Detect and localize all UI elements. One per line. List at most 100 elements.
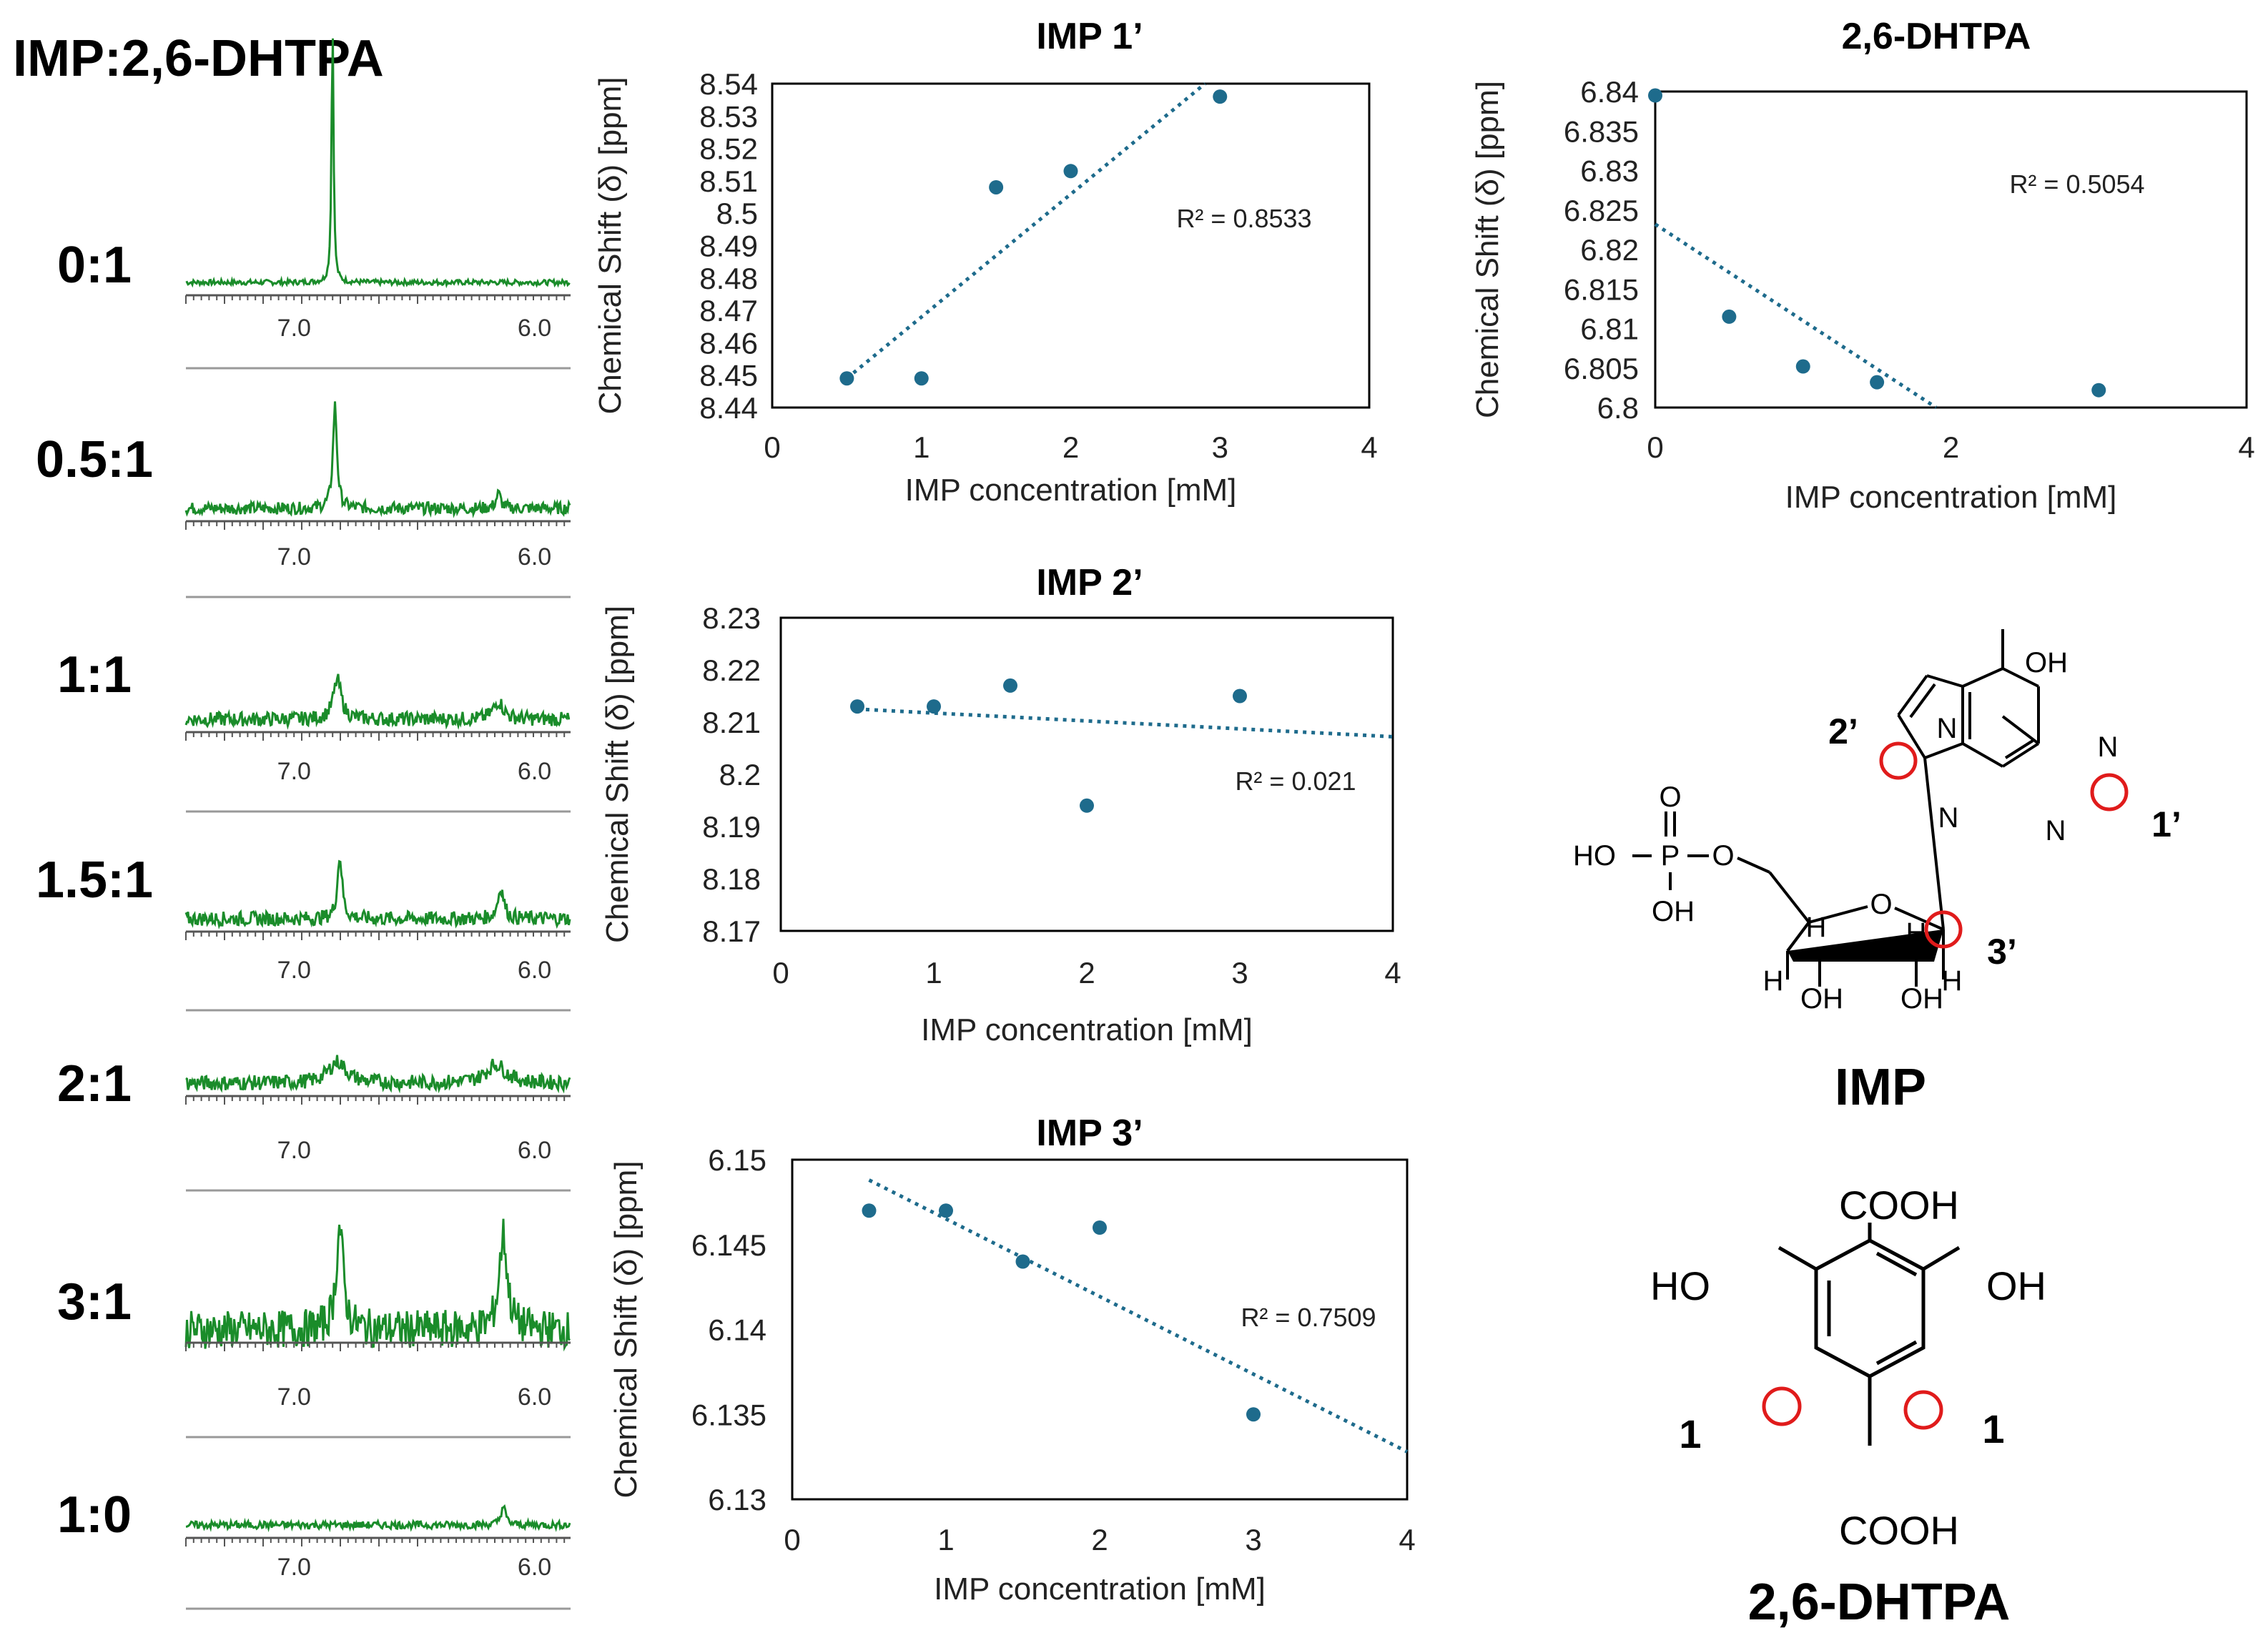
x-tick-label: 0 [1647, 430, 1663, 464]
y-tick-label: 8.44 [699, 391, 758, 425]
nmr-trace [184, 1218, 571, 1352]
x-tick-label: 1 [913, 430, 930, 464]
dhtpa-atom-labels: COOH COOH HO OH 1 1 2,6-DHTPA [1650, 1183, 2046, 1631]
x-tick-label: 4 [1399, 1523, 1415, 1556]
nmr-tick-label: 7.0 [277, 1137, 311, 1164]
r-squared-annotation: R² = 0.8533 [1176, 204, 1311, 233]
bond [1875, 1251, 1918, 1277]
x-tick-label: 0 [764, 430, 780, 464]
atom-label: H [1942, 965, 1963, 997]
bond [1897, 714, 1926, 759]
ratio-label: 1.5:1 [36, 852, 153, 909]
y-tick-label: 8.17 [702, 914, 761, 948]
y-axis-label: Chemical Shift (δ) [ppm] [600, 606, 635, 943]
imp-atom-labels: OH N N N N O HO P O O OH H H H H OH OH 2… [1573, 647, 2181, 1116]
r-squared-annotation: R² = 0.021 [1235, 766, 1356, 796]
atom-label: OH [1800, 983, 1843, 1015]
x-axis-label: IMP concentration [mM] [905, 473, 1237, 508]
scatter-chart: IMP 1’8.448.458.468.478.488.498.58.518.5… [593, 16, 1378, 508]
position-label: 3’ [1987, 932, 2017, 972]
plot-frame [779, 616, 1394, 932]
x-tick-label: 2 [1091, 1523, 1108, 1556]
nmr-spectrum: 1:0 7.0 6.0 [57, 1486, 571, 1610]
x-tick-label: 4 [1361, 430, 1377, 464]
bond [1923, 757, 1945, 930]
atom-label: H [1906, 917, 1927, 949]
nmr-spectrum: 1.5:1 7.0 6.0 [36, 852, 571, 1012]
r-squared-annotation: R² = 0.5054 [2009, 169, 2144, 199]
y-tick-label: 8.51 [699, 164, 758, 198]
y-tick-label: 8.18 [702, 862, 761, 896]
bond [1786, 921, 1810, 952]
atom-label: COOH [1839, 1508, 1959, 1553]
ratio-label: 0.5:1 [36, 431, 153, 488]
bond [1768, 871, 1810, 924]
nmr-trace [184, 859, 571, 930]
nmr-tick-label: 7.0 [277, 758, 311, 785]
trendline [868, 1178, 1409, 1454]
data-point [1246, 1407, 1261, 1422]
y-tick-label: 6.825 [1564, 194, 1639, 227]
data-point [1063, 164, 1078, 179]
imp-highlight-circles [1879, 741, 2129, 949]
bond [1894, 907, 1944, 931]
y-tick-label: 8.49 [699, 230, 758, 263]
y-tick-label: 6.82 [1580, 233, 1639, 267]
data-point [850, 699, 864, 714]
bond [2001, 715, 2040, 745]
atom-label: N [2098, 731, 2119, 763]
atom-label: N [2046, 815, 2066, 847]
position-label: 1’ [2151, 804, 2181, 844]
dhtpa-name: 2,6-DHTPA [1748, 1574, 2011, 1631]
position-label: 1 [1982, 1406, 2004, 1451]
nmr-spectrum: 1:1 7.0 6.0 [57, 646, 571, 813]
y-axis-label: Chemical Shift (δ) [ppm] [608, 1161, 644, 1499]
y-tick-label: 8.19 [702, 810, 761, 844]
atom-label: H [1763, 965, 1784, 997]
x-tick-label: 1 [937, 1523, 954, 1556]
nmr-tick-label: 6.0 [518, 543, 551, 571]
data-point [1648, 88, 1662, 103]
nmr-spectrum: 3:1 7.0 6.0 [57, 1218, 571, 1439]
plot-frame [791, 1158, 1409, 1501]
y-tick-label: 8.23 [702, 601, 761, 635]
bond [1922, 1245, 1961, 1271]
data-point [939, 1203, 953, 1218]
nmr-tick-label: 7.0 [277, 957, 311, 984]
wedge [1788, 929, 1943, 962]
atom-label: P [1661, 840, 1680, 872]
data-point [2091, 383, 2106, 398]
atom-label: N [1938, 802, 1959, 834]
chart-title: 2,6-DHTPA [1842, 16, 2031, 57]
chart-title: IMP 2’ [1036, 562, 1143, 603]
plot-frame [771, 82, 1371, 409]
plot-frame [1654, 90, 2248, 409]
data-point [1003, 678, 1017, 693]
atom-label: HO [1573, 840, 1616, 872]
y-tick-label: 8.5 [716, 197, 758, 230]
y-tick-label: 8.54 [699, 67, 758, 101]
ratio-label: 3:1 [57, 1273, 132, 1331]
scatter-chart: 2,6-DHTPA 6.8 6.805 6.81 6.815 6.82 6.825 6.83 6… [1470, 16, 2255, 515]
bond [2001, 742, 2040, 768]
nmr-tick-label: 7.0 [277, 1383, 311, 1411]
nmr-tick-label: 6.0 [518, 1554, 551, 1581]
data-point [1795, 359, 1810, 374]
data-point [1870, 375, 1885, 390]
bond [1875, 1340, 1918, 1366]
atom-label: OH [1652, 896, 1695, 927]
atom-label: H [1806, 912, 1827, 943]
nmr-tick-label: 6.0 [518, 1137, 551, 1164]
data-point [914, 371, 929, 386]
bond [1808, 905, 1868, 924]
y-tick-label: 8.48 [699, 262, 758, 295]
x-tick-label: 0 [772, 956, 789, 990]
x-tick-label: 3 [1245, 1523, 1261, 1556]
highlight-circle [1879, 741, 1918, 780]
y-axis-label: Chemical Shift (δ) [ppm] [593, 77, 628, 415]
nmr-trace [185, 1504, 571, 1533]
y-tick-label: 6.135 [691, 1398, 766, 1431]
nmr-trace [184, 401, 571, 518]
bond [1924, 742, 1963, 759]
